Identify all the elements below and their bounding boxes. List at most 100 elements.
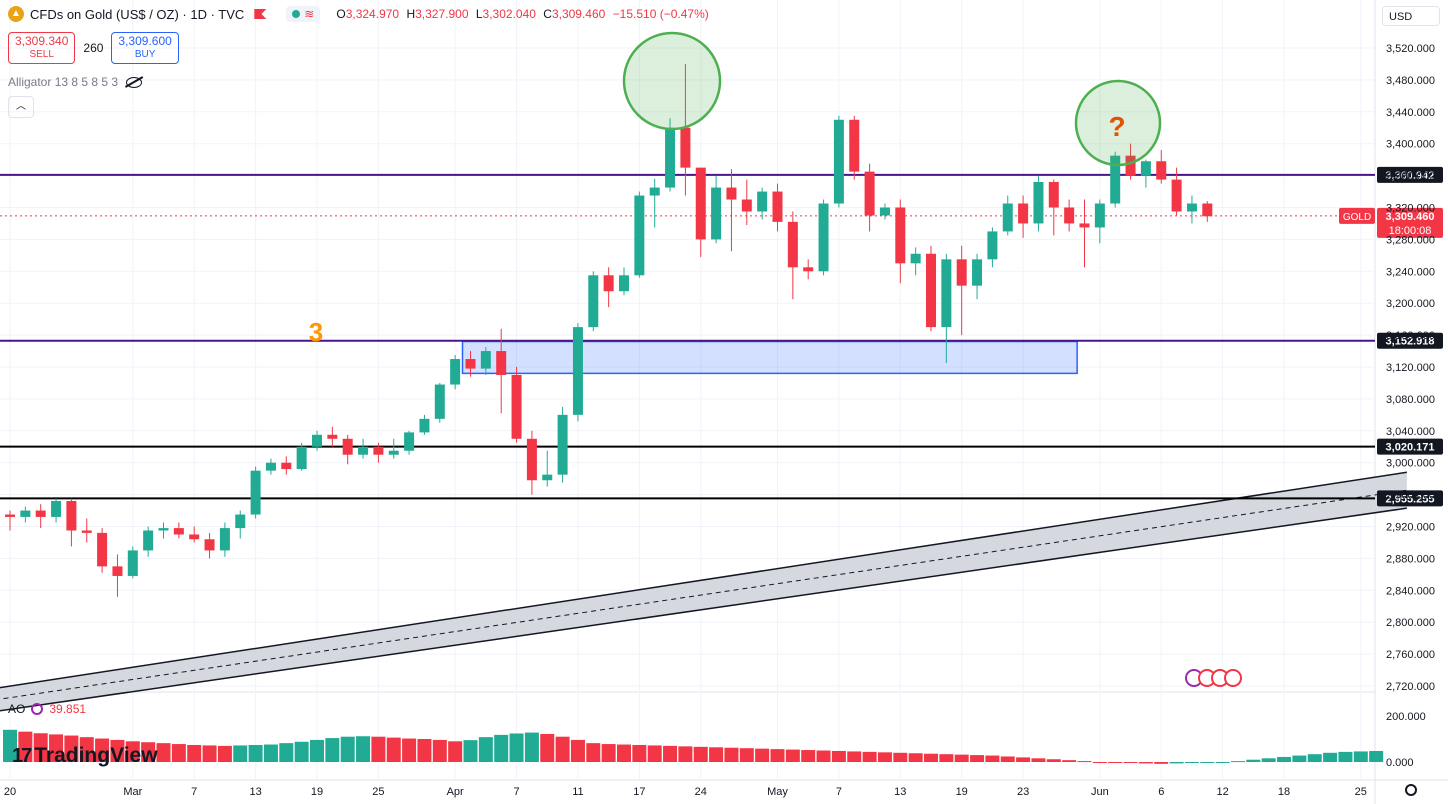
candle-body <box>312 434 322 447</box>
ao-bar <box>187 744 202 762</box>
ao-bar <box>1108 762 1123 763</box>
candle-body <box>127 550 138 576</box>
ao-bar <box>1261 758 1276 762</box>
ao-bar <box>478 737 493 762</box>
question-label: ? <box>1108 111 1125 142</box>
channel-mid-line <box>0 489 1407 700</box>
ao-bar <box>785 749 800 762</box>
candle-body <box>619 275 629 292</box>
candle-body <box>849 119 860 172</box>
us-flag-event-icon[interactable] <box>1224 669 1242 687</box>
candle-body <box>480 351 491 369</box>
candle-body <box>680 127 691 168</box>
refresh-icon[interactable] <box>31 703 44 715</box>
candle-body <box>1125 155 1136 176</box>
buy-button[interactable]: 3,309.600 BUY <box>111 32 179 64</box>
ao-bar <box>125 741 140 762</box>
ao-bar <box>1046 759 1061 762</box>
wave-icon: ≋ <box>304 7 315 21</box>
candle-body <box>35 510 46 517</box>
candle-body <box>97 532 108 567</box>
ao-bar <box>279 743 294 762</box>
ao-bar <box>248 744 263 762</box>
ao-bar <box>1353 751 1368 762</box>
candle-body <box>265 462 276 471</box>
ao-bar <box>463 740 478 762</box>
x-tick-label: May <box>767 786 788 798</box>
candle-body <box>1079 223 1090 228</box>
y-tick-label: 3,360.000 <box>1386 171 1435 183</box>
symbol-tag-label: GOLD <box>1343 212 1371 223</box>
time-axis[interactable]: 20 Mar 7 13 19 25 Apr 7 11 17 24 May 7 13 19 23 Jun 6 12 18… <box>4 786 1367 798</box>
currency-select[interactable]: USD <box>1382 6 1440 26</box>
sell-button[interactable]: 3,309.340 SELL <box>8 32 76 64</box>
ao-bar <box>171 744 186 762</box>
zone-rect <box>461 340 1078 375</box>
candle-body <box>772 191 783 222</box>
symbol-title[interactable]: CFDs on Gold (US$ / OZ) · 1D · TVC <box>30 6 245 22</box>
ao-bar <box>340 736 355 762</box>
candle-body <box>20 510 31 517</box>
ao-bar <box>1092 762 1107 763</box>
ao-bar <box>1292 755 1307 762</box>
ao-bar <box>924 753 938 762</box>
ao-legend[interactable]: AO 39.851 <box>8 702 86 716</box>
candle-body <box>649 187 660 196</box>
ao-label[interactable]: AO <box>8 702 26 716</box>
x-tick-label: 25 <box>1355 786 1367 798</box>
candle-body <box>388 450 399 455</box>
economic-events[interactable] <box>1185 669 1242 687</box>
indicator-legend[interactable]: Alligator 13 8 5 8 5 3 <box>8 75 143 89</box>
candle-body <box>158 528 169 531</box>
tradingview-logo[interactable]: 17 TradingView <box>12 744 158 768</box>
ao-bar <box>524 732 539 762</box>
ohlc-readout: O3,324.970 H3,327.900 L3,302.040 C3,309.… <box>336 7 712 21</box>
price-tag-bg <box>1377 438 1443 455</box>
horizontal-lines[interactable]: 3,360.942 3,152.918 3,020.171 2,955.255 GOLD… <box>0 166 1443 507</box>
candle-body <box>1186 203 1197 212</box>
candle-body <box>879 207 890 216</box>
ao-bar <box>1231 761 1245 763</box>
collapse-legend-button[interactable]: ︿ <box>8 96 34 118</box>
candle-body <box>1033 181 1044 224</box>
candle-body <box>956 259 967 286</box>
x-tick-label: 7 <box>836 786 842 798</box>
y-tick-label: 3,520.000 <box>1386 43 1435 55</box>
candle-body <box>1018 203 1029 224</box>
ao-bar <box>831 750 846 762</box>
price-axis[interactable]: 3,520.000 3,480.000 3,440.000 3,400.000 3,36… <box>1386 43 1435 693</box>
ao-bar <box>1323 752 1338 762</box>
sell-price: 3,309.340 <box>15 34 69 48</box>
y-tick-label: 3,080.000 <box>1386 394 1435 406</box>
candle-body <box>588 275 599 328</box>
x-tick-label: Mar <box>123 786 142 798</box>
candle-body <box>235 514 246 529</box>
candle-body <box>1094 203 1105 228</box>
support-zone[interactable] <box>461 340 1078 375</box>
candle-body <box>1064 207 1075 224</box>
buy-price: 3,309.600 <box>118 34 172 48</box>
price-tag-bg <box>1377 166 1443 183</box>
ao-tick-label: 0.000 <box>1386 757 1414 769</box>
flag-icon[interactable] <box>254 9 267 19</box>
candle-body <box>910 253 921 264</box>
ao-bar <box>617 744 631 762</box>
ao-bar <box>448 741 463 762</box>
market-status[interactable]: ≋ <box>286 6 321 22</box>
y-tick-label: 2,880.000 <box>1386 553 1435 565</box>
annotations[interactable]: ?3 <box>309 31 1162 347</box>
y-tick-label: 2,920.000 <box>1386 522 1435 534</box>
y-tick-label: 2,960.000 <box>1386 490 1435 502</box>
ao-bar <box>770 749 785 762</box>
candle-body <box>941 259 952 328</box>
ao-bar <box>709 747 724 762</box>
trend-channel[interactable] <box>0 471 1407 712</box>
y-tick-label: 3,240.000 <box>1386 266 1435 278</box>
settings-gear-icon[interactable] <box>1405 784 1417 796</box>
ao-bar <box>1000 756 1015 762</box>
alligator-label[interactable]: Alligator 13 8 5 8 5 3 <box>8 75 119 89</box>
hide-eye-icon[interactable] <box>126 76 143 88</box>
x-tick-label: 23 <box>1017 786 1029 798</box>
